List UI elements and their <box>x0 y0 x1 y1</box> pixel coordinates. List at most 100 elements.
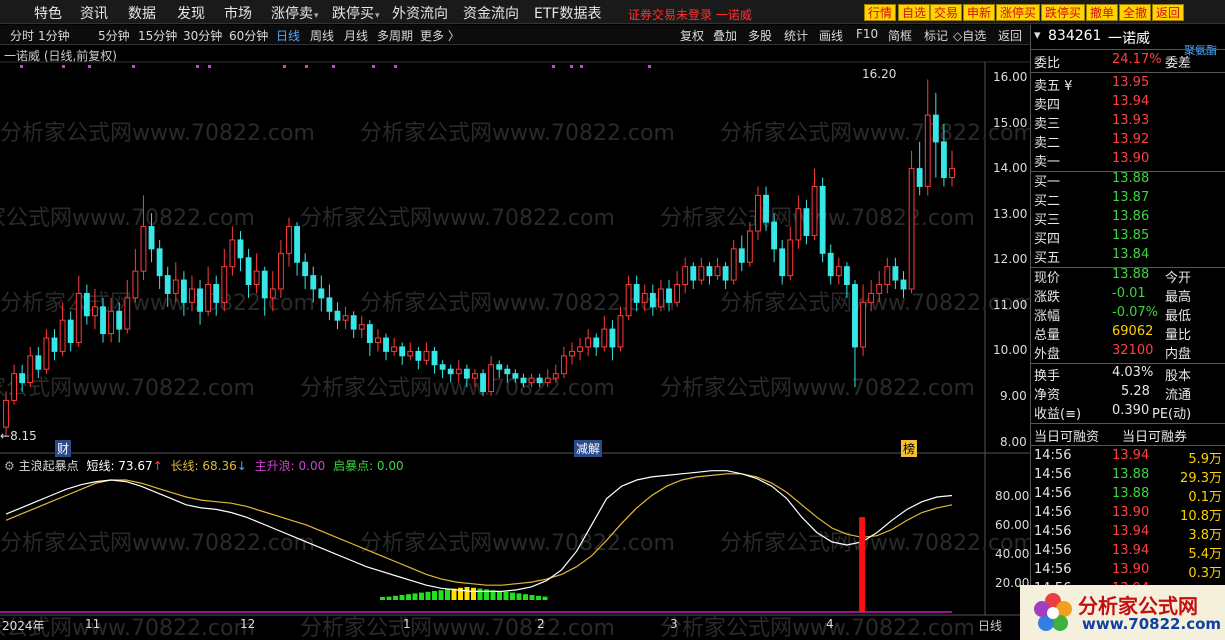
login-notice[interactable]: 证券交易未登录 一诺威 <box>628 8 752 22</box>
tab-margin-financing[interactable]: 当日可融资 <box>1034 430 1100 445</box>
candle-body <box>811 185 818 236</box>
period-intraday[interactable]: 分时 <box>10 29 35 43</box>
dropdown-icon[interactable]: ▾ <box>1034 28 1041 43</box>
bid-price: 13.88 <box>1112 171 1150 186</box>
ask-row[interactable]: 卖五 ¥ 13.95 <box>1034 75 1224 94</box>
sector-tag[interactable]: 聚氨酯 <box>1184 44 1217 57</box>
down-arrow-icon: ↓ <box>236 459 247 473</box>
menu-tese[interactable]: 特色 <box>34 6 62 22</box>
indicator-start: 启暴点: 0.00 <box>333 459 404 473</box>
btn-limit-down-buy[interactable]: 跌停买 <box>1041 4 1086 21</box>
date-tick: 3 <box>670 617 678 631</box>
tool-watch[interactable]: ◇自选 <box>953 29 987 43</box>
menu-data[interactable]: 数据 <box>128 6 156 22</box>
candle-body <box>455 368 462 375</box>
ask-price: 13.95 <box>1112 75 1150 90</box>
marker-finance[interactable]: 财 <box>55 440 72 457</box>
indicator-gear-icon[interactable]: ⚙ <box>4 459 15 473</box>
stat-row: 现价 13.88 今开 <box>1034 267 1224 286</box>
candle-body <box>197 288 203 312</box>
period-weekly[interactable]: 周线 <box>310 29 335 43</box>
candle-body <box>463 368 470 379</box>
menu-limit-down-buy[interactable]: 跌停买 <box>332 3 380 23</box>
watermark-text: 分析家公式网www.70822.com <box>360 531 675 556</box>
candle-body <box>488 364 495 393</box>
tick-time: 14:56 <box>1034 448 1072 463</box>
menu-etf-table[interactable]: ETF数据表 <box>534 6 602 22</box>
bid-row[interactable]: 买四 13.85 <box>1034 228 1224 247</box>
candle-body <box>51 337 58 352</box>
kline-chart[interactable]: 分析家公式网www.70822.com 分析家公式网www.70822.com 分析… <box>0 45 1030 640</box>
menu-discover[interactable]: 发现 <box>177 6 205 22</box>
tool-frame[interactable]: 简框 <box>888 29 913 43</box>
period-15min[interactable]: 15分钟 <box>138 29 178 43</box>
btn-cancel-all[interactable]: 全撤 <box>1119 4 1152 21</box>
tool-draw[interactable]: 画线 <box>819 29 844 43</box>
signal-bar <box>464 587 470 600</box>
candle-body <box>43 337 50 370</box>
btn-watchlist[interactable]: 自选 <box>898 4 931 21</box>
stat-label: 现价 <box>1034 271 1061 286</box>
tool-multi-stock[interactable]: 多股 <box>748 29 773 43</box>
btn-trade[interactable]: 交易 <box>930 4 963 21</box>
ask-row[interactable]: 卖三 13.93 <box>1034 113 1224 132</box>
tool-adjust[interactable]: 复权 <box>680 29 705 43</box>
signal-bar <box>419 592 424 600</box>
bid-row[interactable]: 买一 13.88 <box>1034 171 1224 190</box>
logo-title: 分析家公式网 <box>1078 594 1198 618</box>
btn-cancel[interactable]: 撤单 <box>1086 4 1119 21</box>
candle-body <box>124 297 131 330</box>
signal-dot <box>283 65 286 68</box>
low-price-value: 8.15 <box>10 429 37 443</box>
period-more[interactable]: 更多 〉 <box>420 29 460 43</box>
tool-f10[interactable]: F10 <box>856 27 879 41</box>
btn-back[interactable]: 返回 <box>1152 4 1185 21</box>
divider <box>1031 171 1225 172</box>
bid-row[interactable]: 买五 13.84 <box>1034 247 1224 266</box>
ask-row[interactable]: 卖四 13.94 <box>1034 94 1224 113</box>
btn-ipo[interactable]: 申新 <box>963 4 996 21</box>
bid-row[interactable]: 买三 13.86 <box>1034 209 1224 228</box>
menu-capital-flow[interactable]: 资金流向 <box>463 6 519 22</box>
candle-body <box>577 346 583 352</box>
indicator-name: 主浪起暴点 <box>18 459 79 473</box>
tool-overlay[interactable]: 叠加 <box>713 29 738 43</box>
period-monthly[interactable]: 月线 <box>344 29 369 43</box>
tool-stats[interactable]: 统计 <box>784 29 809 43</box>
period-daily[interactable]: 日线 <box>276 29 301 43</box>
candle-body <box>569 350 575 357</box>
tick-row: 14:56 13.94 5.9万 <box>1034 448 1224 467</box>
candle-body <box>439 364 446 370</box>
period-60min[interactable]: 60分钟 <box>229 29 269 43</box>
period-5min[interactable]: 5分钟 <box>98 29 130 43</box>
bid-row[interactable]: 买二 13.87 <box>1034 190 1224 209</box>
btn-quote[interactable]: 行情 <box>864 4 897 21</box>
tick-price: 13.94 <box>1112 543 1150 558</box>
menu-market[interactable]: 市场 <box>224 6 252 22</box>
period-30min[interactable]: 30分钟 <box>183 29 223 43</box>
menu-news[interactable]: 资讯 <box>80 6 108 22</box>
candle-body <box>755 194 761 232</box>
marker-rank[interactable]: 榜 <box>901 440 918 457</box>
marker-reduction[interactable]: 减解 <box>574 440 603 457</box>
watermark-text: 分析家公式网www.70822.com <box>720 291 1030 316</box>
tool-back[interactable]: 返回 <box>998 29 1023 43</box>
candle-body <box>294 226 301 263</box>
period-multi[interactable]: 多周期 <box>377 29 414 43</box>
menu-limit-up-sell[interactable]: 涨停卖 <box>271 3 319 23</box>
ask-row[interactable]: 卖一 13.90 <box>1034 151 1224 170</box>
menu-foreign-flow[interactable]: 外资流向 <box>392 6 448 22</box>
candle-body <box>3 399 9 428</box>
high-price-label: 16.20 <box>862 67 897 81</box>
long-line <box>5 473 953 586</box>
period-1min[interactable]: 1分钟 <box>38 29 70 43</box>
tab-margin-lending[interactable]: 当日可融券 <box>1122 430 1188 445</box>
ask-row[interactable]: 卖二 13.92 <box>1034 132 1224 151</box>
btn-limit-up-buy[interactable]: 涨停买 <box>996 4 1041 21</box>
candle-body <box>876 284 883 294</box>
candle-body <box>302 261 309 277</box>
menu-bar: 特色 资讯 数据 发现 市场 涨停卖 跌停买 外资流向 资金流向 ETF数据表 … <box>0 0 1225 24</box>
tool-mark[interactable]: 标记 <box>924 29 949 43</box>
stat-label: 流通 <box>1165 388 1192 403</box>
bid-price: 13.85 <box>1112 228 1150 243</box>
